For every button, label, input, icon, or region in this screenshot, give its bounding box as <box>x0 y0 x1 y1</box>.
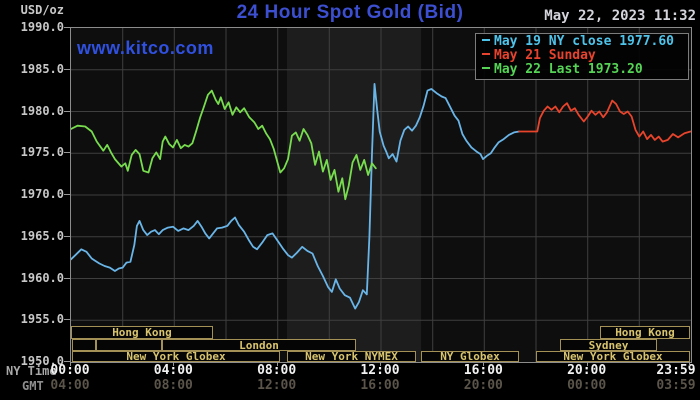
chart-datetime: May 22, 2023 11:32 <box>544 8 696 24</box>
x-axis-tickmark <box>70 362 71 366</box>
chart-title: 24 Hour Spot Gold (Bid) <box>236 2 464 23</box>
price-line-0 <box>71 83 521 310</box>
legend-entry-1: May 21 Sunday <box>480 49 688 63</box>
y-axis-label: 1960.0 <box>20 270 64 285</box>
x-axis-tick-ny: 00:00 <box>50 363 90 378</box>
x-axis-tick-ny: 23:59 <box>656 363 696 378</box>
session-box-new-york-nymex: New York NYMEX <box>287 351 416 362</box>
x-axis-tickmark <box>173 362 175 366</box>
x-axis-tick-gmt: 04:00 <box>50 378 90 393</box>
price-line-1 <box>518 99 691 143</box>
session-box-ny-globex: NY Globex <box>421 351 519 362</box>
session-box <box>96 339 162 351</box>
x-axis-tick-gmt: 03:59 <box>656 378 696 393</box>
gmt-axis-label: GMT <box>22 379 44 393</box>
y-axis-label: 1975.0 <box>20 145 64 160</box>
x-axis-tick-gmt: 16:00 <box>360 378 400 393</box>
price-unit-label: USD/oz <box>20 3 64 17</box>
legend-box: May 19 NY close 1977.60 May 21 Sunday May … <box>475 33 689 80</box>
legend-label: May 19 NY close 1977.60 <box>494 34 675 49</box>
y-axis-label: 1980.0 <box>20 103 64 118</box>
x-axis-tickmark <box>380 362 381 366</box>
legend-label: May 22 Last 1973.20 <box>494 62 643 77</box>
x-axis-tick-gmt: 08:00 <box>153 378 193 393</box>
x-axis-tickmark <box>276 362 278 366</box>
session-box-london: London <box>162 339 356 351</box>
y-axis-label: 1990.0 <box>20 20 64 34</box>
price-line-2 <box>71 89 377 201</box>
session-box-new-york-globex: New York Globex <box>72 351 280 362</box>
session-box-new-york-globex: New York Globex <box>536 351 690 362</box>
session-box <box>72 339 96 351</box>
legend-line-swatch <box>482 53 490 55</box>
x-axis-tick-gmt: 20:00 <box>463 378 503 393</box>
legend-line-swatch <box>482 39 490 41</box>
plot-area: www.kitco.com May 19 NY close 1977.60 May… <box>70 27 692 363</box>
session-box-hong-kong: Hong Kong <box>71 326 213 339</box>
x-axis-tick-ny: 04:00 <box>153 363 193 378</box>
y-axis-tick <box>64 319 70 321</box>
legend-label: May 21 Sunday <box>494 48 596 63</box>
session-box-hong-kong: Hong Kong <box>600 326 690 339</box>
x-axis-tick-ny: 08:00 <box>257 363 297 378</box>
y-axis-label: 1970.0 <box>20 187 64 201</box>
y-axis-tick <box>64 235 70 237</box>
x-axis-tick-ny: 20:00 <box>567 363 607 378</box>
y-axis-label: 1950.0 <box>20 354 64 368</box>
price-chart-canvas <box>71 28 691 362</box>
x-axis-tick-ny: 12:00 <box>360 363 400 378</box>
x-axis-tickmark <box>483 362 485 366</box>
y-axis-tick <box>64 277 70 279</box>
x-axis-tickmark <box>586 362 588 366</box>
y-axis-tick <box>64 27 70 28</box>
y-axis-tick <box>64 361 70 362</box>
kitco-watermark: www.kitco.com <box>77 38 214 58</box>
x-axis-tick-ny: 16:00 <box>463 363 503 378</box>
y-axis-label: 1955.0 <box>20 312 64 327</box>
y-axis-tick <box>64 110 70 112</box>
legend-entry-0: May 19 NY close 1977.60 <box>480 35 688 49</box>
session-box-sydney: Sydney <box>560 339 657 351</box>
y-axis-label: 1965.0 <box>20 228 64 243</box>
legend-entry-2: May 22 Last 1973.20 <box>480 63 688 77</box>
y-axis-tick <box>64 152 70 154</box>
legend-line-swatch <box>482 67 490 69</box>
ny-time-axis-label: NY Time <box>6 364 57 378</box>
y-axis-tick <box>64 194 70 195</box>
x-axis-tick-gmt: 12:00 <box>257 378 297 393</box>
x-axis-tickmark <box>689 362 690 366</box>
y-axis-tick <box>64 68 70 70</box>
x-axis-tick-gmt: 00:00 <box>567 378 607 393</box>
y-axis-label: 1985.0 <box>20 61 64 76</box>
